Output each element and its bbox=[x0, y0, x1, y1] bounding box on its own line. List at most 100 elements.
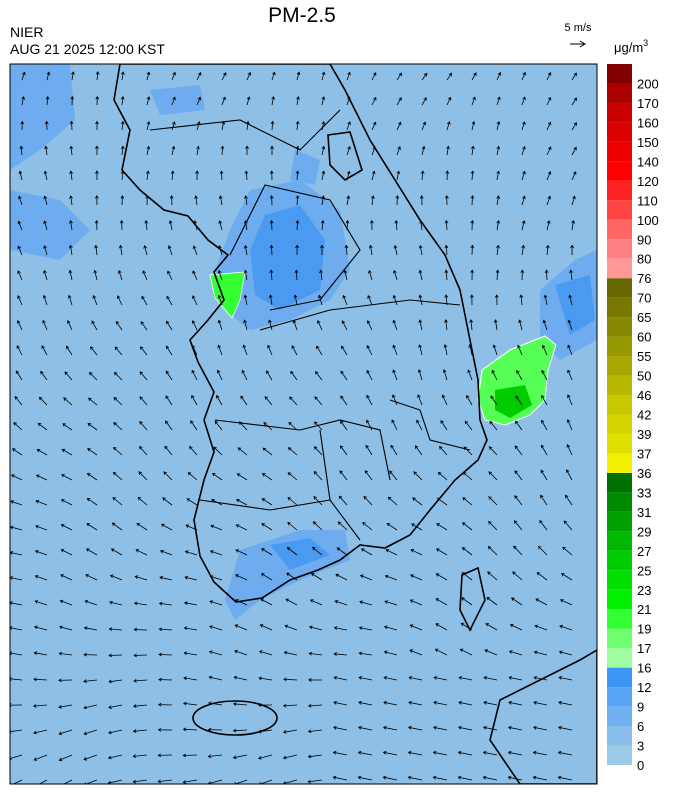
wind-arrow bbox=[533, 700, 548, 706]
colorbar-segment bbox=[607, 687, 632, 707]
colorbar-segment bbox=[607, 141, 632, 162]
wind-arrow bbox=[392, 369, 398, 381]
wind-arrow bbox=[392, 319, 398, 331]
wind-arrow bbox=[571, 97, 577, 106]
wind-arrow bbox=[11, 474, 23, 481]
wind-arrow bbox=[443, 344, 448, 356]
wind-arrow bbox=[163, 471, 173, 481]
wind-arrow bbox=[157, 702, 173, 707]
wind-arrow bbox=[534, 624, 548, 631]
wind-arrow bbox=[18, 195, 23, 206]
wind-arrow bbox=[170, 170, 175, 181]
wind-arrow bbox=[566, 419, 573, 431]
wind-arrow bbox=[133, 678, 148, 683]
wind-arrow bbox=[440, 420, 448, 431]
wind-arrow bbox=[61, 448, 73, 456]
wind-arrow bbox=[16, 345, 23, 356]
wind-arrow bbox=[370, 195, 375, 206]
wind-arrow bbox=[18, 170, 23, 181]
wind-arrow bbox=[532, 725, 548, 731]
wind-arrow bbox=[384, 574, 398, 581]
colorbar-segment bbox=[607, 745, 632, 765]
colorbar-label: 33 bbox=[637, 485, 651, 500]
wind-arrow bbox=[507, 725, 523, 731]
wind-arrow bbox=[336, 547, 348, 556]
wind-arrow bbox=[108, 679, 123, 684]
wind-arrow bbox=[110, 548, 123, 556]
wind-arrow bbox=[532, 775, 548, 781]
wind-arrow bbox=[211, 472, 223, 481]
wind-arrow bbox=[521, 195, 526, 206]
colorbar-label: 17 bbox=[637, 641, 651, 656]
wind-arrow bbox=[132, 779, 148, 784]
wind-arrow bbox=[270, 120, 275, 131]
wind-arrow bbox=[132, 704, 148, 708]
wind-arrow bbox=[396, 121, 402, 131]
wind-arrow bbox=[88, 371, 98, 381]
wind-arrow bbox=[517, 344, 523, 356]
wind-arrow bbox=[490, 395, 498, 406]
wind-arrow bbox=[310, 573, 323, 581]
wind-arrow bbox=[35, 474, 48, 481]
wind-arrow bbox=[243, 294, 248, 306]
wind-arrow bbox=[62, 423, 73, 431]
wind-arrow bbox=[169, 195, 174, 206]
wind-arrow bbox=[346, 170, 351, 181]
wind-arrow bbox=[421, 145, 426, 156]
wind-arrow bbox=[461, 597, 473, 606]
wind-arrow bbox=[488, 521, 498, 531]
wind-arrow bbox=[194, 195, 198, 206]
wind-arrow bbox=[182, 727, 198, 732]
wind-arrow bbox=[139, 396, 148, 406]
wind-arrow bbox=[346, 96, 351, 106]
wind-arrow bbox=[182, 779, 198, 784]
wind-arrow bbox=[10, 601, 23, 606]
wind-arrow bbox=[496, 219, 501, 231]
wind-arrow bbox=[35, 779, 48, 784]
wind-arrow bbox=[446, 96, 452, 106]
wind-arrow bbox=[208, 701, 223, 706]
wind-arrow bbox=[60, 499, 73, 506]
wind-arrow bbox=[546, 71, 552, 81]
wind-arrow bbox=[546, 170, 552, 181]
wind-arrow bbox=[464, 420, 473, 431]
wind-arrow bbox=[489, 420, 498, 431]
wind-arrow bbox=[482, 775, 498, 781]
wind-arrow bbox=[14, 396, 23, 406]
wind-arrow bbox=[35, 499, 48, 506]
wind-arrow bbox=[46, 71, 51, 81]
colorbar-label: 0 bbox=[637, 758, 644, 773]
wind-arrow bbox=[559, 624, 573, 631]
wind-arrow bbox=[307, 729, 323, 734]
wind-arrow bbox=[120, 170, 125, 181]
wind-arrow bbox=[446, 72, 453, 81]
wind-arrow bbox=[196, 121, 201, 131]
wind-arrow bbox=[210, 524, 223, 531]
wind-arrow bbox=[471, 96, 476, 106]
wind-arrow bbox=[287, 472, 298, 481]
wind-arrow bbox=[571, 219, 575, 231]
wind-arrow bbox=[335, 573, 348, 581]
wind-arrow bbox=[171, 145, 176, 156]
wind-arrow bbox=[233, 675, 248, 681]
wind-arrow bbox=[386, 522, 398, 531]
wind-arrow bbox=[363, 495, 373, 506]
wind-arrow bbox=[270, 145, 274, 155]
wind-arrow bbox=[85, 574, 98, 581]
wind-arrow bbox=[85, 548, 98, 556]
wind-arrow bbox=[571, 72, 577, 81]
wind-arrow bbox=[109, 574, 123, 581]
wind-arrow bbox=[10, 500, 23, 506]
wind-arrow bbox=[235, 574, 248, 581]
wind-arrow bbox=[167, 245, 173, 256]
wind-arrow bbox=[289, 396, 298, 406]
wind-arrow bbox=[393, 269, 398, 281]
colorbar-label: 120 bbox=[637, 174, 659, 189]
wind-arrow bbox=[359, 574, 373, 581]
wind-arrow bbox=[191, 320, 198, 331]
wind-arrow bbox=[213, 446, 223, 456]
concentration-areas-dark bbox=[250, 205, 595, 570]
wind-arrow bbox=[396, 145, 401, 156]
wind-arrow bbox=[418, 319, 423, 331]
wind-arrow bbox=[339, 470, 348, 481]
